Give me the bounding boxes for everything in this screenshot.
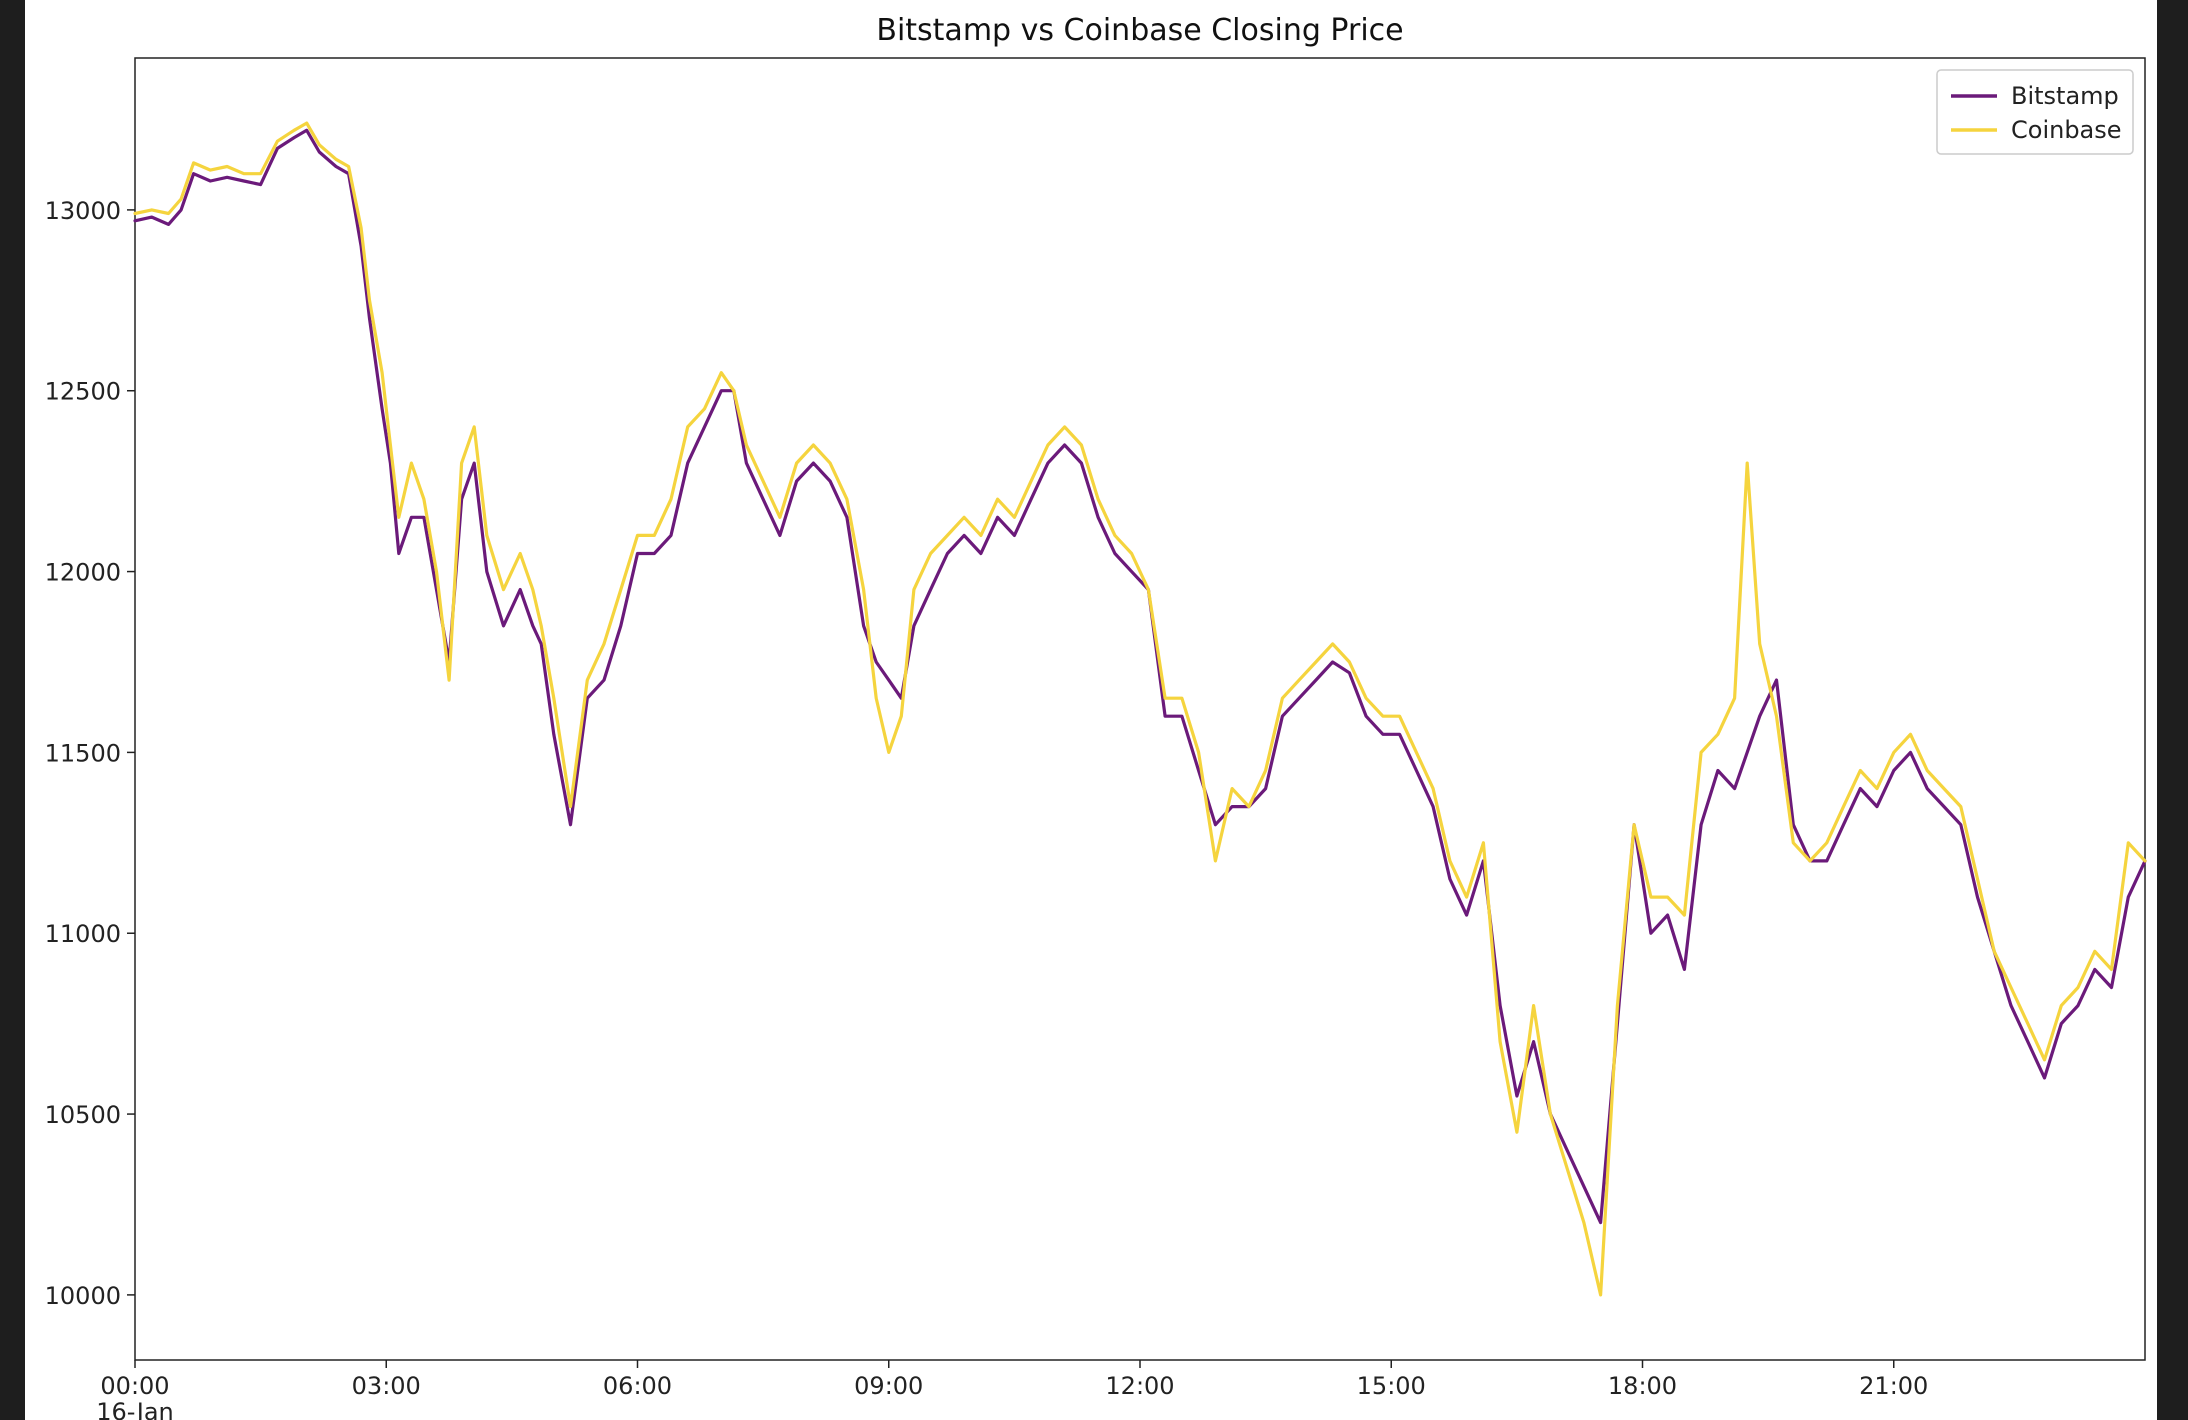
x-tick-label: 03:00 — [352, 1372, 421, 1400]
y-tick-label: 11500 — [45, 739, 121, 767]
legend-label-coinbase: Coinbase — [2011, 116, 2122, 144]
x-tick-label: 09:00 — [854, 1372, 923, 1400]
y-tick-label: 13000 — [45, 197, 121, 225]
y-tick-label: 11000 — [45, 920, 121, 948]
x-sublabel: 16-Jan — [96, 1398, 174, 1420]
x-tick-label: 00:00 — [100, 1372, 169, 1400]
legend-box — [1936, 69, 2134, 155]
y-tick-label: 12000 — [45, 559, 121, 587]
series-line-bitstamp — [133, 128, 2147, 1225]
chart-figure: Bitstamp vs Coinbase Closing Price 10000… — [25, 0, 2157, 1420]
chart-title: Bitstamp vs Coinbase Closing Price — [876, 13, 1403, 48]
x-tick-label: 21:00 — [1859, 1372, 1928, 1400]
x-tick-label: 15:00 — [1357, 1372, 1426, 1400]
y-tick-label: 10500 — [45, 1101, 121, 1129]
plot-area — [134, 57, 2146, 1361]
line-chart: Bitstamp vs Coinbase Closing Price 10000… — [45, 13, 2147, 1420]
y-tick-label: 12500 — [45, 378, 121, 406]
legend: Bitstamp Coinbase — [1936, 69, 2134, 155]
y-tick-label: 10000 — [45, 1282, 121, 1310]
x-tick-label: 12:00 — [1105, 1372, 1174, 1400]
y-axis: 10000 10500 11000 11500 12000 12500 13000 — [45, 197, 135, 1310]
series-group — [133, 121, 2147, 1297]
series-line-coinbase — [133, 121, 2147, 1297]
x-tick-label: 06:00 — [603, 1372, 672, 1400]
x-axis: 00:00 03:00 06:00 09:00 12:00 15:00 18:00 21:00… — [96, 1360, 1928, 1420]
x-tick-label: 18:00 — [1608, 1372, 1677, 1400]
legend-label-bitstamp: Bitstamp — [2011, 82, 2119, 110]
